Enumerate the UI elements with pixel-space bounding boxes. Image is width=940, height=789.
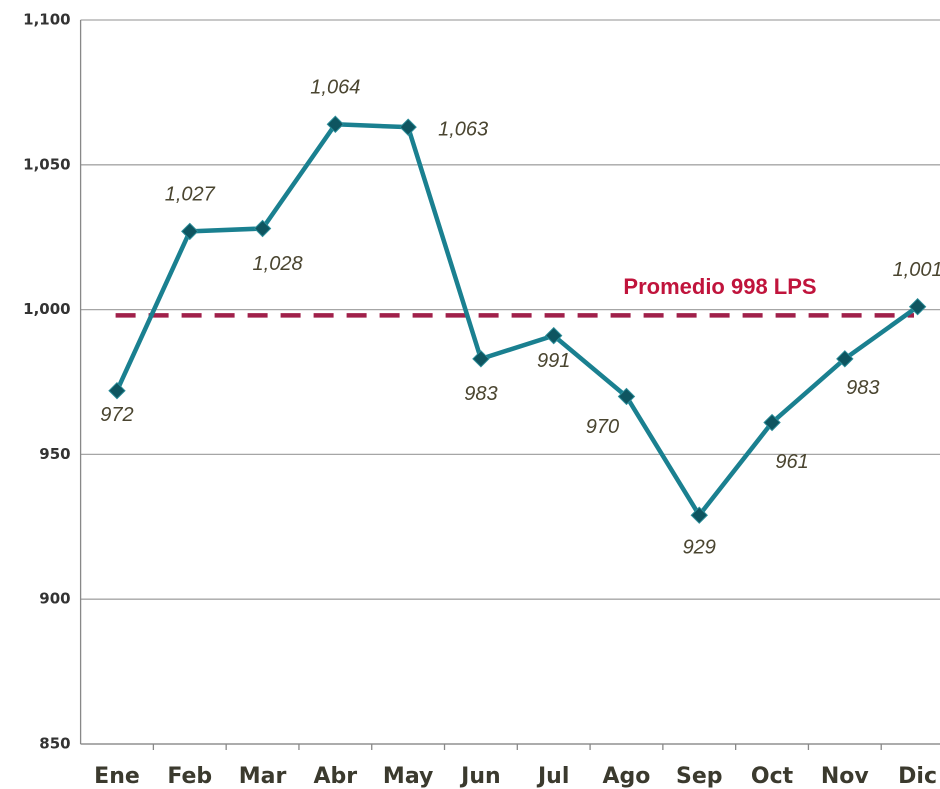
y-tick-label: 850 xyxy=(39,735,70,753)
marker xyxy=(108,381,126,400)
data-label: 983 xyxy=(846,377,879,399)
average-label: Promedio 998 LPS xyxy=(623,274,816,299)
marker xyxy=(326,115,345,133)
marker xyxy=(544,326,563,345)
x-tick-label: Sep xyxy=(676,764,723,789)
x-tick-label: Ene xyxy=(94,764,140,789)
y-tick-label: 1,100 xyxy=(23,11,70,29)
marker xyxy=(763,413,781,432)
x-tick-label: Nov xyxy=(821,764,870,789)
data-label: 1,064 xyxy=(310,77,360,99)
x-tick-label: Mar xyxy=(239,764,287,789)
y-tick-label: 900 xyxy=(39,590,70,608)
y-tick-label: 1,050 xyxy=(23,155,70,173)
marker xyxy=(399,118,417,136)
x-tick-label: Oct xyxy=(751,764,794,789)
data-label: 1,028 xyxy=(253,253,303,275)
x-tick-label: Jun xyxy=(459,764,501,789)
marker xyxy=(836,350,854,368)
data-label: 1,063 xyxy=(438,118,488,140)
marker xyxy=(181,222,199,241)
x-tick-label: Abr xyxy=(314,764,358,789)
x-tick-label: May xyxy=(383,764,433,789)
data-label: 929 xyxy=(683,536,716,558)
marker xyxy=(253,219,272,238)
x-tick-label: Jul xyxy=(536,764,569,789)
data-label: 1,001 xyxy=(893,259,940,281)
data-label: 1,027 xyxy=(165,184,216,206)
marker xyxy=(472,350,490,368)
data-label: 983 xyxy=(464,383,497,405)
marker xyxy=(690,506,708,524)
y-tick-label: 1,000 xyxy=(23,300,70,318)
data-label: 970 xyxy=(586,416,619,438)
data-label: 972 xyxy=(100,404,133,426)
x-tick-label: Ago xyxy=(603,764,651,789)
y-tick-label: 950 xyxy=(39,445,70,463)
data-label: 961 xyxy=(775,451,808,473)
x-tick-label: Feb xyxy=(167,764,212,789)
marker xyxy=(908,297,927,316)
marker xyxy=(617,387,636,406)
data-label: 991 xyxy=(537,350,570,372)
x-tick-label: Dic xyxy=(898,764,937,789)
line xyxy=(114,122,919,518)
